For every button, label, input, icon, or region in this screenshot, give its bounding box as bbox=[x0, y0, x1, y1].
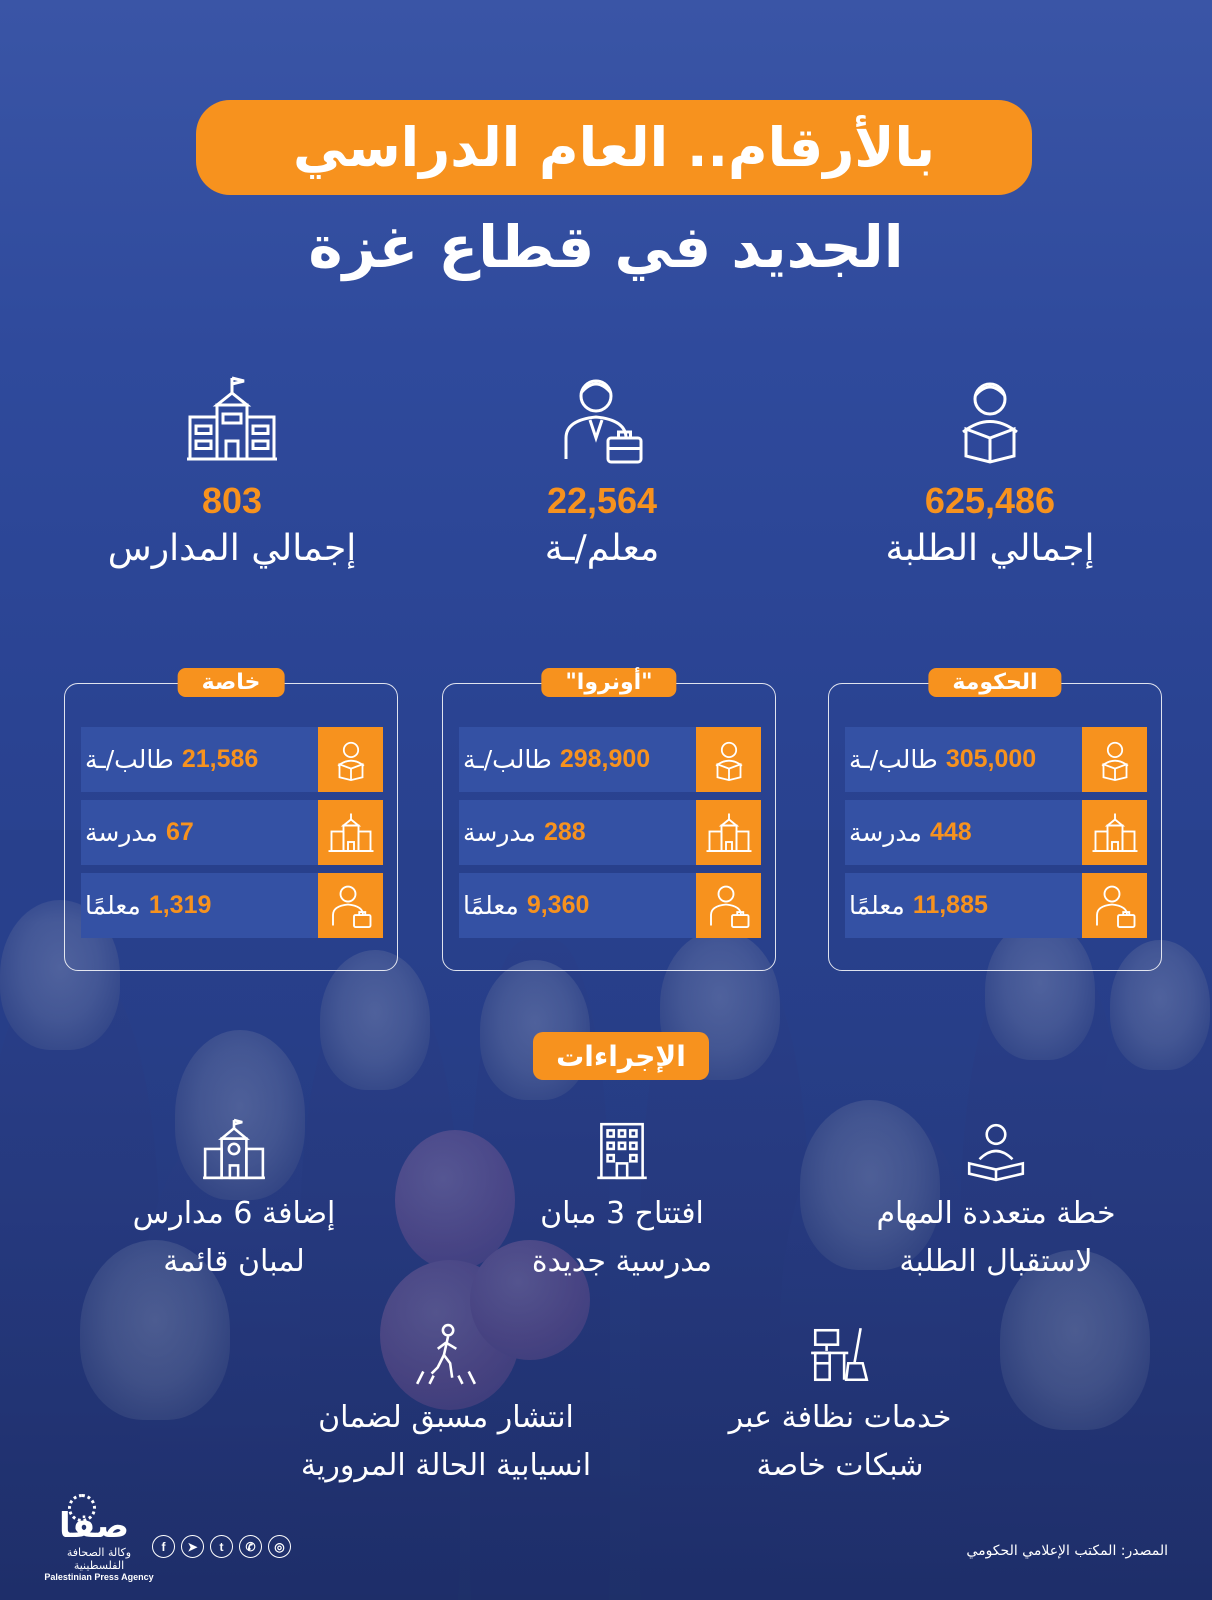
school-clock-icon bbox=[203, 1118, 265, 1180]
agency-name-ar: وكالة الصحافة الفلسطينية bbox=[66, 1546, 132, 1572]
procedure-line1: افتتاح 3 مبان bbox=[540, 1196, 704, 1231]
procedure-item-new-buildings: افتتاح 3 مبان مدرسية جديدة bbox=[432, 1118, 812, 1288]
total-students: 625,486 إجمالي الطلبة bbox=[800, 372, 1180, 569]
procedure-line2: لاستقبال الطلبة bbox=[899, 1244, 1093, 1279]
procedure-item-plan: خطة متعددة المهام لاستقبال الطلبة bbox=[806, 1118, 1186, 1288]
teacher-briefcase-icon bbox=[1082, 873, 1147, 938]
row-label: طالب/ـة bbox=[85, 745, 174, 774]
procedure-line2: مدرسية جديدة bbox=[531, 1244, 713, 1279]
total-schools-value: 803 bbox=[201, 480, 263, 521]
pedestrian-crossing-icon bbox=[415, 1323, 477, 1385]
row-value: 288 bbox=[543, 818, 586, 846]
total-teachers: 22,564 معلم/ـة bbox=[412, 372, 792, 569]
logo-dots-icon bbox=[68, 1494, 96, 1522]
teacher-briefcase-icon bbox=[564, 379, 643, 464]
total-students-label: إجمالي الطلبة bbox=[885, 528, 1095, 569]
procedure-line2: لمبان قائمة bbox=[163, 1244, 305, 1279]
row-label: طالب/ـة bbox=[463, 745, 552, 774]
row-label: طالب/ـة bbox=[849, 745, 938, 774]
total-teachers-value: 22,564 bbox=[546, 480, 658, 521]
student-reading-icon bbox=[696, 727, 761, 792]
source-credit: المصدر: المكتب الإعلامي الحكومي bbox=[966, 1543, 1168, 1559]
telegram-icon[interactable]: ➤ bbox=[181, 1535, 204, 1558]
panel-row-teachers: 11,885 معلمًا bbox=[845, 873, 1147, 938]
row-value: 11,885 bbox=[912, 891, 988, 919]
panel-tag: "أونروا" bbox=[541, 668, 677, 697]
procedure-line1: خدمات نظافة عبر bbox=[728, 1400, 952, 1435]
row-label: مدرسة bbox=[849, 818, 922, 847]
panel-row-schools: 288 مدرسة bbox=[459, 800, 761, 865]
panel-tag: خاصة bbox=[177, 668, 285, 697]
total-schools-label: إجمالي المدارس bbox=[107, 528, 357, 569]
panel-government: الحكومة 305,000 طالب/ـة 448 مدرسة 11,885 مع… bbox=[828, 668, 1162, 971]
facebook-icon[interactable]: f bbox=[152, 1535, 175, 1558]
logo-text: صفا bbox=[58, 1506, 130, 1546]
school-building-icon bbox=[318, 800, 383, 865]
total-schools: 803 إجمالي المدارس bbox=[42, 372, 422, 569]
instagram-icon[interactable]: ◎ bbox=[268, 1535, 291, 1558]
school-building-icon bbox=[1082, 800, 1147, 865]
page-subtitle: الجديد في قطاع غزة bbox=[308, 213, 904, 281]
school-building-icon bbox=[187, 376, 277, 461]
cleaning-desk-icon bbox=[811, 1327, 869, 1382]
row-label: معلمًا bbox=[85, 891, 141, 920]
tumblr-icon[interactable]: t bbox=[210, 1535, 233, 1558]
panel-row-students: 298,900 طالب/ـة bbox=[459, 727, 761, 792]
row-label: معلمًا bbox=[849, 891, 905, 920]
procedure-line1: خطة متعددة المهام bbox=[876, 1196, 1116, 1231]
procedure-line2: انسيابية الحالة المرورية bbox=[300, 1448, 592, 1483]
procedure-line2: شبكات خاصة bbox=[756, 1448, 924, 1483]
row-label: معلمًا bbox=[463, 891, 519, 920]
procedure-line1: انتشار مسبق لضمان bbox=[318, 1400, 574, 1435]
panel-row-students: 21,586 طالب/ـة bbox=[81, 727, 383, 792]
social-links: f ➤ t ✆ ◎ bbox=[152, 1535, 291, 1558]
agency-logo-mark: صفا bbox=[44, 1494, 154, 1544]
panel-row-teachers: 9,360 معلمًا bbox=[459, 873, 761, 938]
row-value: 67 bbox=[165, 818, 194, 846]
total-students-value: 625,486 bbox=[924, 480, 1056, 521]
row-label: مدرسة bbox=[85, 818, 158, 847]
row-value: 298,900 bbox=[559, 745, 651, 773]
row-label: مدرسة bbox=[463, 818, 536, 847]
student-reading-icon bbox=[318, 727, 383, 792]
panel-private: خاصة 21,586 طالب/ـة 67 مدرسة 1,319 معلمًا bbox=[64, 668, 398, 971]
school-building-icon bbox=[696, 800, 761, 865]
teacher-briefcase-icon bbox=[318, 873, 383, 938]
row-value: 21,586 bbox=[181, 745, 259, 773]
row-value: 1,319 bbox=[148, 891, 212, 919]
procedure-line1: إضافة 6 مدارس bbox=[132, 1196, 336, 1231]
page-title: بالأرقام.. العام الدراسي bbox=[292, 116, 936, 179]
reader-book-icon bbox=[967, 1123, 1025, 1182]
agency-name-en: Palestinian Press Agency bbox=[44, 1572, 154, 1582]
panel-tag: الحكومة bbox=[928, 668, 1062, 697]
row-value: 9,360 bbox=[526, 891, 590, 919]
procedure-item-traffic: انتشار مسبق لضمان انسيابية الحالة المرور… bbox=[256, 1322, 636, 1492]
panel-row-schools: 448 مدرسة bbox=[845, 800, 1147, 865]
student-reading-icon bbox=[962, 382, 1018, 464]
student-reading-icon bbox=[1082, 727, 1147, 792]
title-banner: بالأرقام.. العام الدراسي bbox=[196, 100, 1032, 195]
row-value: 448 bbox=[929, 818, 972, 846]
procedure-item-add-schools: إضافة 6 مدارس لمبان قائمة bbox=[44, 1118, 424, 1288]
total-teachers-label: معلم/ـة bbox=[544, 528, 660, 569]
panel-row-teachers: 1,319 معلمًا bbox=[81, 873, 383, 938]
teacher-briefcase-icon bbox=[696, 873, 761, 938]
whatsapp-icon[interactable]: ✆ bbox=[239, 1535, 262, 1558]
procedures-heading: الإجراءات bbox=[533, 1032, 709, 1080]
panel-unrwa: "أونروا" 298,900 طالب/ـة 288 مدرسة 9,360 مع… bbox=[442, 668, 776, 971]
panel-row-students: 305,000 طالب/ـة bbox=[845, 727, 1147, 792]
row-value: 305,000 bbox=[945, 745, 1037, 773]
agency-logo: صفا وكالة الصحافة الفلسطينية Palestinian… bbox=[44, 1494, 154, 1582]
panel-row-schools: 67 مدرسة bbox=[81, 800, 383, 865]
building-icon bbox=[597, 1122, 647, 1180]
procedure-item-cleaning: خدمات نظافة عبر شبكات خاصة bbox=[650, 1322, 1030, 1492]
